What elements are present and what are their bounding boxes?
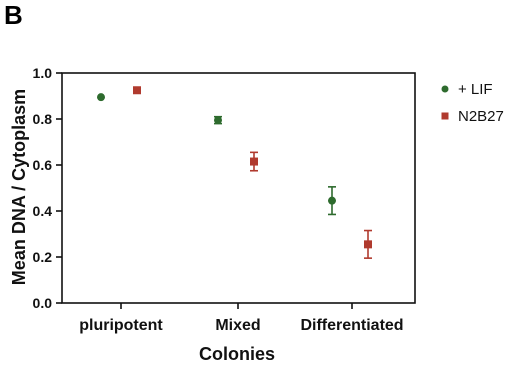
x-axis-title: Colonies (199, 344, 275, 364)
panel-label: B (4, 0, 23, 30)
data-marks (97, 86, 372, 259)
legend-marker (441, 85, 449, 93)
data-point (97, 93, 105, 102)
y-ticks: 0.0 0.2 0.4 0.6 0.8 1.0 (33, 65, 62, 311)
legend-marker (441, 112, 449, 120)
y-tick-label: 0.2 (33, 249, 53, 265)
y-axis-title: Mean DNA / Cytoplasm (9, 89, 29, 285)
x-tick-label: Differentiated (300, 317, 403, 334)
legend-label: N2B27 (458, 108, 504, 125)
legend-label: + LIF (458, 81, 493, 98)
data-point (214, 116, 222, 125)
plot-frame (61, 72, 416, 304)
x-tick-label: pluripotent (79, 317, 163, 334)
x-tick-label: Mixed (215, 317, 260, 334)
data-point (250, 157, 258, 166)
y-tick-label: 0.6 (33, 157, 53, 173)
y-tick-label: 0.0 (33, 295, 53, 311)
y-tick-label: 1.0 (33, 65, 53, 81)
data-point (328, 196, 336, 205)
y-tick-label: 0.4 (33, 203, 53, 219)
x-ticks: pluripotent Mixed Differentiated (79, 303, 404, 334)
data-point (133, 86, 141, 95)
data-point (364, 240, 372, 249)
axes (61, 72, 416, 304)
y-tick-label: 0.8 (33, 111, 53, 127)
legend: + LIF N2B27 (441, 81, 504, 125)
